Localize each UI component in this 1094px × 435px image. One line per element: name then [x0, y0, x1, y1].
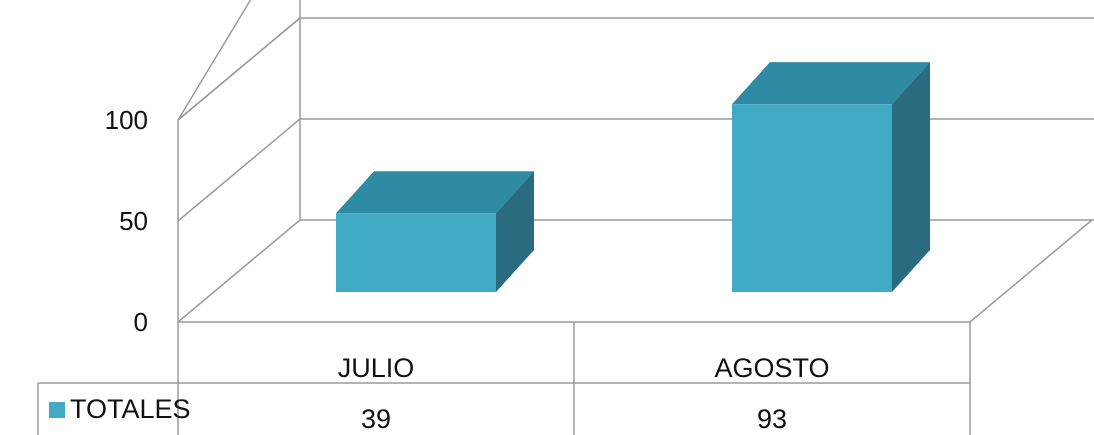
left-wall-upper: [177, 0, 252, 121]
data-table: JULIO 39 AGOSTO 93 TOTALES: [37, 322, 971, 435]
bar-top: [732, 62, 930, 105]
legend-label: TOTALES: [70, 394, 191, 424]
bars: [336, 62, 930, 292]
bar-julio: [336, 171, 534, 292]
bar-agosto: [732, 62, 930, 292]
legend-swatch: [49, 402, 65, 418]
category-label-agosto: AGOSTO: [714, 353, 829, 383]
y-tick-label-100: 100: [105, 105, 148, 135]
floor-right-edge: [969, 219, 1093, 323]
y-tick-label-50: 50: [119, 206, 148, 236]
bar-front: [336, 213, 496, 292]
bar-top: [336, 171, 534, 214]
category-label-julio: JULIO: [338, 353, 415, 383]
y-axis: 0 50 100: [105, 105, 148, 337]
bar-side: [892, 62, 930, 292]
bar-side: [496, 171, 534, 292]
gridline-side-50: [177, 118, 301, 222]
y-tick-label-0: 0: [134, 307, 148, 337]
bar-front: [732, 104, 892, 292]
value-label-agosto: 93: [757, 404, 787, 434]
value-label-julio: 39: [361, 404, 391, 434]
gridline-side-0: [177, 219, 301, 323]
gridline-side-100: [177, 17, 301, 121]
chart-grid: [177, 0, 1094, 323]
